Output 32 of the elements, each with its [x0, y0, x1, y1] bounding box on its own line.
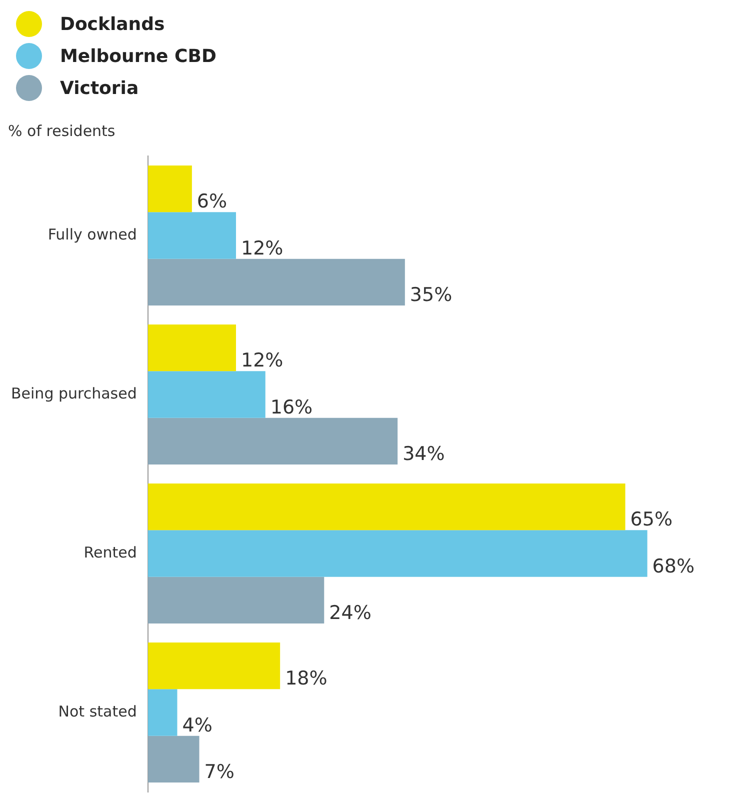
data-label: 12% — [241, 237, 284, 260]
bar — [148, 530, 648, 577]
data-label: 16% — [270, 396, 313, 418]
bar — [148, 166, 192, 212]
data-label: 35% — [410, 284, 452, 306]
y-tick-label: Fully owned — [48, 225, 137, 244]
bar — [148, 212, 236, 259]
y-tick-label: Not stated — [58, 702, 137, 720]
data-label: 4% — [182, 714, 212, 736]
x-axis-title: % of residents — [8, 122, 116, 140]
legend-label: Victoria — [60, 78, 139, 98]
data-label: 68% — [652, 555, 695, 578]
y-tick-label: Being purchased — [11, 384, 137, 402]
bar — [148, 689, 178, 736]
bar — [148, 576, 324, 624]
bar — [148, 371, 266, 418]
bar — [148, 324, 236, 372]
bar — [148, 642, 280, 690]
bar — [148, 258, 405, 306]
bar — [148, 484, 626, 530]
bar — [148, 736, 200, 782]
data-label: 24% — [329, 602, 372, 624]
data-label: 18% — [285, 668, 328, 690]
bar — [148, 418, 398, 464]
legend-label: Docklands — [60, 14, 165, 34]
data-label: 12% — [241, 350, 284, 372]
y-tick-label: Rented — [84, 543, 137, 562]
data-label: 6% — [196, 190, 228, 213]
data-label: 65% — [630, 508, 673, 531]
data-label: 34% — [402, 442, 445, 465]
legend-label: Melbourne CBD — [60, 46, 216, 66]
data-label: 7% — [204, 760, 234, 783]
